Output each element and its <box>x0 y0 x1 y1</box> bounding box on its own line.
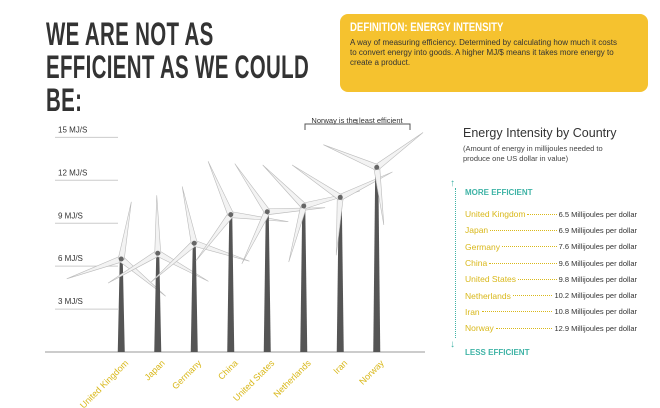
leader <box>518 278 557 280</box>
turbine-tower <box>227 214 235 352</box>
turbine-hub <box>301 203 307 209</box>
legend-country: Germany <box>465 241 500 252</box>
turbine-tower <box>373 167 381 352</box>
turbine-tower <box>154 253 162 352</box>
turbine-blade <box>192 239 250 262</box>
legend-country: Japan <box>465 225 489 236</box>
definition-box: DEFINITION: ENERGY INTENSITY A way of me… <box>340 14 648 92</box>
leader <box>512 295 553 297</box>
less-efficient: LESS EFFICIENT <box>465 348 530 358</box>
turbine-blade <box>154 195 162 254</box>
chart: Norway is the least efficient 3 MJ/S 6 MJ… <box>45 116 425 408</box>
turbine-tower <box>263 211 271 352</box>
turbine-blade <box>117 201 132 260</box>
legend-country: Netherlands <box>465 290 511 301</box>
leader <box>495 327 553 329</box>
legend-country: United States <box>465 274 517 285</box>
y-tick-label: 3 MJ/S <box>58 297 83 306</box>
turbine-blade <box>266 207 326 216</box>
legend-value: 6.9 Millijoules per dollar <box>558 225 637 235</box>
turbine-tower <box>190 243 198 352</box>
turbine-hub <box>118 256 124 262</box>
turbine-blade <box>291 164 343 201</box>
legend-row: Norway 12.9 Millijoules per dollar <box>465 320 637 336</box>
turbine-hub <box>155 250 161 256</box>
top-row: ↑ MORE EFFICIENT <box>450 178 645 200</box>
legend-row: Germany 7.6 Millijoules per dollar <box>465 239 637 255</box>
legend-value: 6.5 Millijoules per dollar <box>558 209 637 219</box>
turbine-blade <box>374 132 424 171</box>
y-tick-label: 6 MJ/S <box>58 254 83 263</box>
legend-panel: Energy Intensity by Country (Amount of e… <box>450 126 645 360</box>
x-tick-label: Norway <box>357 358 386 387</box>
turbine-hub <box>264 209 270 215</box>
x-tick-label: Japan <box>142 358 166 382</box>
title: WE ARE NOT AS EFFICIENT AS WE COULD BE: <box>46 16 310 118</box>
legend-country: China <box>465 258 488 269</box>
legend-country: Iran <box>465 306 480 317</box>
turbine-blade <box>234 163 271 214</box>
turbine-blade <box>262 164 307 209</box>
turbine-blade <box>207 161 234 217</box>
legend-country: United Kingdom <box>465 209 526 220</box>
legend-value: 10.8 Millijoules per dollar <box>554 307 637 317</box>
turbine-blade <box>323 144 379 171</box>
legend-row: United Kingdom 6.5 Millijoules per dollar <box>465 206 637 222</box>
turbine-hub <box>374 164 380 170</box>
x-tick-label: Germany <box>170 358 204 392</box>
legend-row: Japan 6.9 Millijoules per dollar <box>465 222 637 238</box>
turbine-tower <box>300 206 308 352</box>
turbine-hub <box>337 194 343 200</box>
legend-subtitle: (Amount of energy in millijoules needed … <box>463 144 603 163</box>
turbine-blade <box>107 250 160 284</box>
leader <box>501 246 557 248</box>
legend-title: Energy Intensity by Country <box>463 126 617 140</box>
leader <box>489 262 557 264</box>
y-tick-label: 15 MJ/S <box>58 125 87 134</box>
x-tick-label: Iran <box>331 358 349 376</box>
definition-text: A way of measuring efficiency. Determine… <box>350 38 617 67</box>
y-tick-label: 9 MJ/S <box>58 211 83 220</box>
legend-rows: United Kingdom 6.5 Millijoules per dollar… <box>455 206 645 336</box>
y-tick-label: 12 MJ/S <box>58 168 87 177</box>
turbine-hub <box>191 240 197 246</box>
legend-row: Iran 10.8 Millijoules per dollar <box>465 304 637 320</box>
turbine-hub <box>228 212 234 218</box>
legend-row: China 9.6 Millijoules per dollar <box>465 255 637 271</box>
legend-value: 7.6 Millijoules per dollar <box>558 242 637 252</box>
definition-heading: DEFINITION: ENERGY INTENSITY <box>350 20 504 34</box>
x-tick-label: United Kingdom <box>78 358 130 408</box>
turbine-blade <box>338 171 393 201</box>
down-arrow: ↓ <box>450 339 455 351</box>
annotation: Norway is the least efficient <box>311 116 403 125</box>
turbine-blade <box>181 186 198 245</box>
up-arrow: ↑ <box>450 178 455 189</box>
leader <box>490 229 557 231</box>
bottom-row: ↓ LESS EFFICIENT <box>450 339 645 360</box>
legend-value: 9.8 Millijoules per dollar <box>558 274 637 284</box>
arrow-line <box>455 188 456 338</box>
legend-value: 9.6 Millijoules per dollar <box>558 258 637 268</box>
legend-value: 12.9 Millijoules per dollar <box>554 323 637 333</box>
turbine-tower <box>117 258 125 352</box>
x-tick-label: China <box>216 358 240 382</box>
more-efficient: MORE EFFICIENT <box>465 188 533 197</box>
leader <box>527 213 557 215</box>
leader <box>481 311 553 313</box>
annotation-bracket <box>304 119 411 130</box>
legend-row: United States 9.8 Millijoules per dollar <box>465 271 637 287</box>
x-tick-label: Netherlands <box>271 358 313 400</box>
legend-country: Norway <box>465 323 494 334</box>
legend-row: Netherlands 10.2 Millijoules per dollar <box>465 287 637 303</box>
legend-value: 10.2 Millijoules per dollar <box>554 291 637 301</box>
